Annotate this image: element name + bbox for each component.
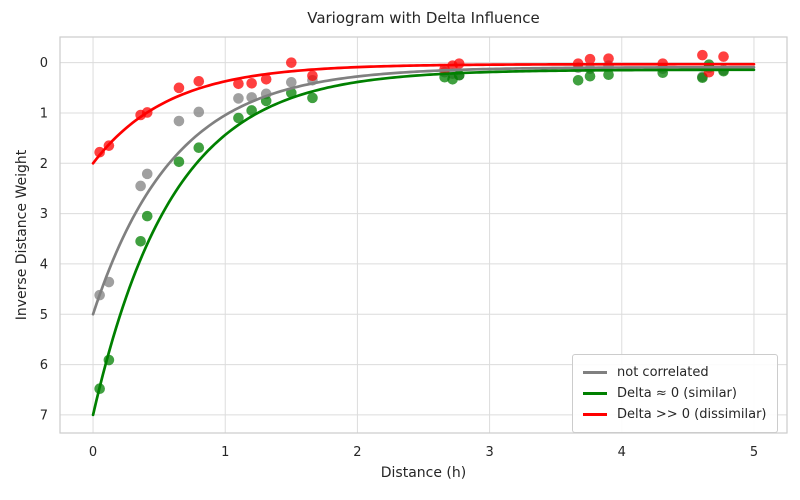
- scatter-point-series-2: [584, 53, 596, 65]
- x-axis-label: Distance (h): [380, 465, 467, 481]
- y-tick-label: 3: [40, 207, 48, 222]
- x-tick-label: 2: [353, 445, 361, 460]
- legend: not correlated Delta ≈ 0 (similar) Delta…: [572, 354, 778, 433]
- fit-curve-series-1: [91, 68, 756, 417]
- scatter-point-series-2: [603, 53, 614, 64]
- chart-title: Variogram with Delta Influence: [307, 9, 540, 27]
- scatter-point-series-2: [260, 73, 272, 85]
- scatter-point-series-2: [697, 49, 708, 61]
- legend-line-swatch: [583, 371, 607, 374]
- scatter-point-series-0: [135, 180, 146, 192]
- scatter-point-series-1: [141, 210, 153, 222]
- y-tick-label: 2: [40, 157, 48, 172]
- scatter-point-series-1: [193, 142, 205, 153]
- axes-box: [59, 36, 788, 434]
- fit-curve-series-0: [91, 65, 756, 316]
- scatter-point-series-1: [307, 92, 318, 104]
- scatter-point-series-2: [173, 82, 185, 94]
- y-axis-label: Inverse Distance Weight: [14, 149, 30, 321]
- scatter-point-series-1: [135, 235, 146, 247]
- x-tick-label: 5: [750, 445, 758, 460]
- scatter-point-series-0: [193, 106, 205, 118]
- y-tick-label: 0: [40, 56, 48, 71]
- legend-line-swatch: [583, 392, 607, 395]
- y-tick-label: 7: [40, 408, 48, 423]
- x-tick-label: 3: [485, 445, 493, 460]
- scatter-point-series-1: [453, 69, 465, 81]
- legend-label: Delta ≈ 0 (similar): [617, 386, 737, 401]
- legend-label: Delta >> 0 (dissimilar): [617, 407, 767, 422]
- scatter-point-series-1: [584, 70, 596, 82]
- scatter-point-series-0: [173, 115, 185, 127]
- fit-curve-series-2: [91, 62, 756, 165]
- scatter-point-series-1: [603, 69, 614, 81]
- scatter-point-series-2: [94, 146, 105, 158]
- legend-line-swatch: [583, 413, 607, 416]
- scatter-point-series-0: [286, 76, 297, 88]
- scatter-point-series-1: [173, 156, 185, 168]
- scatter-point-series-2: [286, 57, 297, 68]
- legend-label: not correlated: [617, 365, 709, 380]
- scatter-point-series-2: [718, 51, 729, 62]
- scatter-point-series-1: [246, 105, 257, 116]
- y-tick-label: 6: [40, 358, 48, 373]
- scatter-point-series-0: [141, 168, 153, 180]
- y-tick-label: 4: [40, 257, 48, 272]
- x-tick-label: 4: [618, 445, 626, 460]
- x-tick-label: 0: [89, 445, 97, 460]
- scatter-point-series-0: [233, 93, 244, 104]
- scatter-point-series-2: [246, 77, 257, 89]
- scatter-point-series-1: [233, 112, 244, 124]
- scatter-point-series-2: [193, 75, 205, 87]
- y-tick-label: 1: [40, 106, 48, 121]
- x-tick-label: 1: [221, 445, 229, 460]
- legend-item: not correlated: [583, 362, 767, 383]
- legend-item: Delta ≈ 0 (similar): [583, 383, 767, 404]
- scatter-point-series-2: [233, 78, 244, 90]
- y-tick-label: 5: [40, 308, 48, 323]
- scatter-point-series-1: [572, 74, 584, 86]
- scatter-point-series-2: [307, 70, 318, 82]
- legend-item: Delta >> 0 (dissimilar): [583, 404, 767, 425]
